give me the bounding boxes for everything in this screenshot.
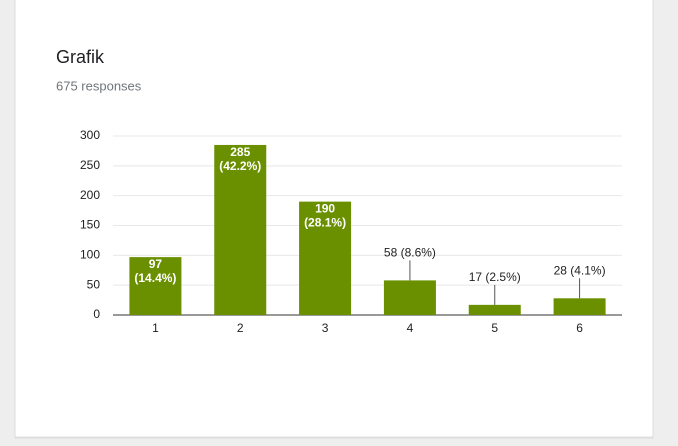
data-label: 97 (14.4%) xyxy=(134,257,176,285)
x-tick-label: 4 xyxy=(407,321,414,335)
chart-subtitle: 675 responses xyxy=(56,78,142,93)
data-label: 28 (4.1%) xyxy=(554,263,606,277)
y-tick-label: 300 xyxy=(80,128,100,142)
bar xyxy=(383,280,436,315)
bar xyxy=(129,257,182,315)
x-tick-label: 3 xyxy=(322,321,329,335)
x-tick-label: 6 xyxy=(576,321,583,335)
data-label-line: 190 xyxy=(315,202,335,216)
data-label: 285 (42.2%) xyxy=(219,145,261,173)
x-tick-label: 2 xyxy=(237,321,244,335)
bar xyxy=(299,201,352,315)
data-label: 190 (28.1%) xyxy=(304,202,346,230)
data-label: 58 (8.6%) xyxy=(384,246,436,260)
y-tick-label: 100 xyxy=(80,248,100,262)
x-tick-label: 1 xyxy=(152,321,159,335)
bar xyxy=(214,144,267,315)
data-label-line: 285 xyxy=(230,145,250,159)
data-label-line: (14.4%) xyxy=(134,271,176,285)
data-label-line: (28.1%) xyxy=(304,216,346,230)
y-tick-label: 200 xyxy=(80,188,100,202)
y-tick-label: 0 xyxy=(93,307,100,321)
y-tick-label: 50 xyxy=(87,277,101,291)
data-label-line: (42.2%) xyxy=(219,159,261,173)
bar xyxy=(468,304,521,315)
bar xyxy=(553,298,606,315)
data-label: 17 (2.5%) xyxy=(469,270,521,284)
y-tick-label: 150 xyxy=(80,218,100,232)
x-tick-label: 5 xyxy=(491,321,498,335)
chart-title: Grafik xyxy=(56,47,105,67)
y-tick-label: 250 xyxy=(80,158,100,172)
data-label-line: 97 xyxy=(149,257,163,271)
